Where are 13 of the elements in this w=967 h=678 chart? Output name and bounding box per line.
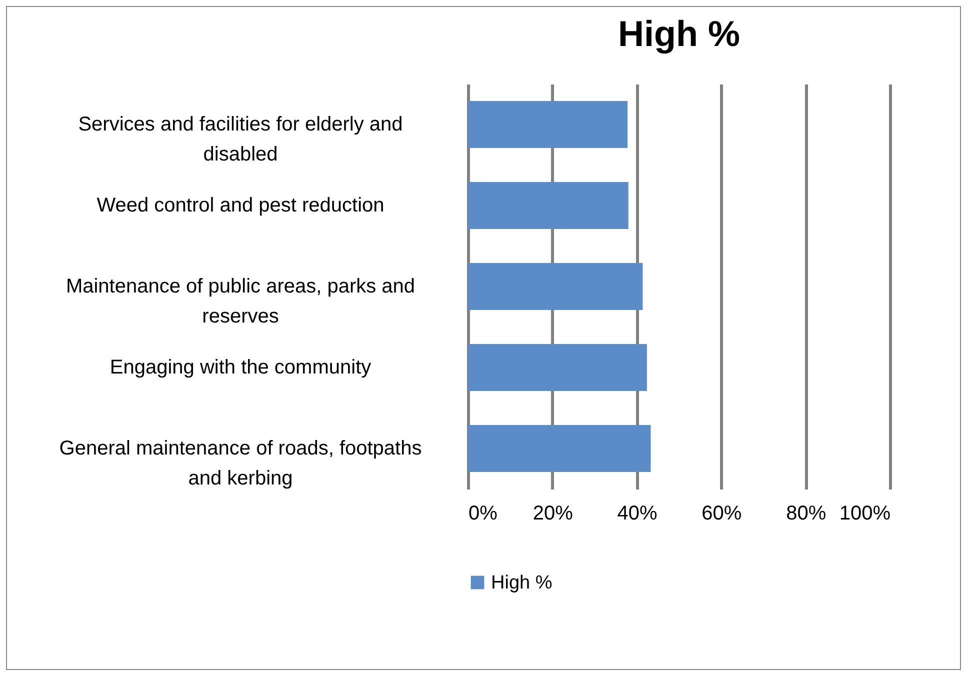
y-tick-label: Services and facilities for elderly and disabled (78, 114, 402, 166)
x-tick-label: 80% (786, 502, 826, 524)
y-tick-label: Weed control and pest reduction (96, 194, 384, 216)
x-tick-label: 60% (701, 502, 742, 524)
y-tick-label: General maintenance of roads, footpaths and kerbing (58, 438, 422, 490)
x-tick-label: 100% (838, 502, 890, 524)
x-tick-label: 20% (532, 502, 573, 524)
y-tick-label: Maintenance of public areas, parks and reserves (65, 276, 415, 328)
x-tick-label: 0% (468, 502, 498, 524)
legend-label: High % (490, 572, 552, 594)
y-tick-label: Engaging with the community (109, 356, 371, 378)
chart-title: High % (618, 13, 740, 54)
x-tick-label: 40% (616, 502, 658, 524)
